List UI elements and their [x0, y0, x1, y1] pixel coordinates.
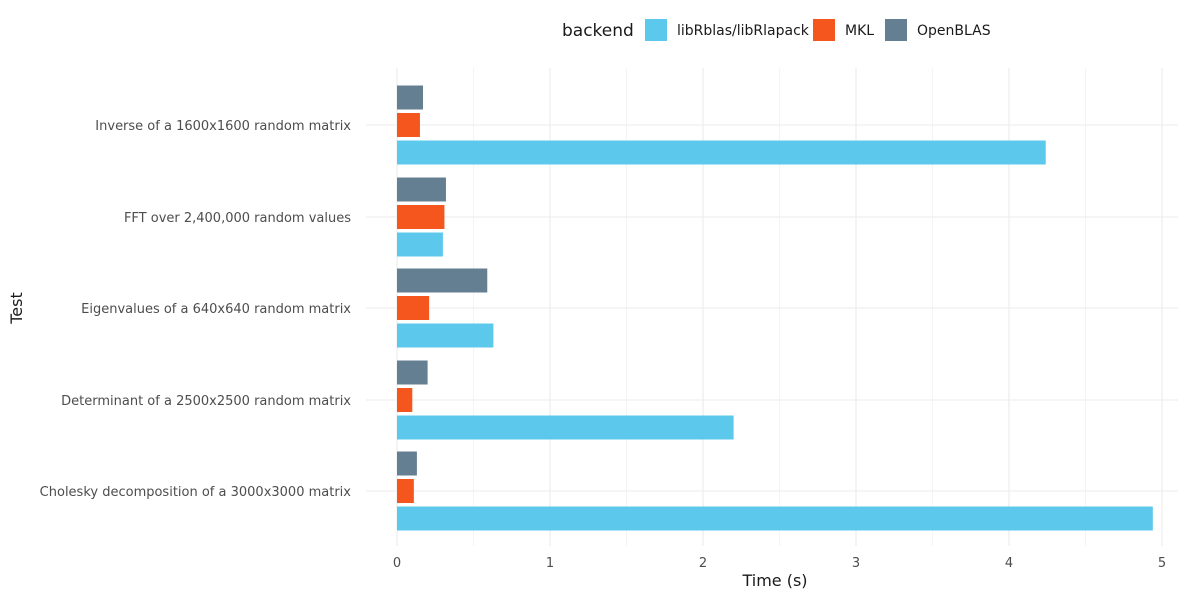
x-tick-label: 5 — [1158, 556, 1166, 571]
y-axis-title: Test — [7, 292, 26, 325]
bar-librblas-librlapack — [397, 506, 1153, 531]
bar-mkl — [397, 388, 413, 412]
bar-librblas-librlapack — [397, 415, 734, 440]
x-tick-label: 0 — [393, 556, 401, 571]
y-tick-label: FFT over 2,400,000 random values — [124, 211, 351, 226]
y-tick-label: Determinant of a 2500x2500 random matrix — [61, 394, 351, 409]
legend-key-openblas — [885, 19, 907, 41]
bar-mkl — [397, 113, 420, 137]
bar-openblas — [397, 360, 428, 385]
y-tick-label: Eigenvalues of a 640x640 random matrix — [81, 302, 351, 317]
x-tick-label: 1 — [546, 556, 554, 571]
legend-title: backend — [562, 21, 634, 41]
x-tick-label: 4 — [1005, 556, 1013, 571]
legend-key-mkl — [813, 19, 835, 41]
bar-openblas — [397, 85, 424, 110]
bar-layer — [397, 85, 1153, 531]
bar-openblas — [397, 177, 446, 202]
legend-label-mkl: MKL — [845, 23, 874, 39]
y-tick-label: Inverse of a 1600x1600 random matrix — [95, 119, 351, 134]
bar-mkl — [397, 296, 430, 320]
x-tick-label: 2 — [699, 556, 707, 571]
bar-openblas — [397, 451, 417, 476]
grid-layer — [366, 68, 1178, 546]
x-tick-label: 3 — [852, 556, 860, 571]
legend-label-librblas: libRblas/libRlapack — [677, 23, 810, 39]
bar-librblas-librlapack — [397, 140, 1046, 165]
bar-librblas-librlapack — [397, 323, 494, 348]
bar-mkl — [397, 205, 445, 229]
y-tick-label: Cholesky decomposition of a 3000x3000 ma… — [40, 485, 352, 500]
x-axis-title: Time (s) — [741, 571, 807, 590]
legend-key-librblas — [645, 19, 667, 41]
legend: backend libRblas/libRlapack MKL OpenBLAS — [562, 19, 991, 41]
bar-openblas — [397, 268, 488, 293]
legend-label-openblas: OpenBLAS — [917, 23, 991, 39]
tick-layer: 0 1 2 3 4 5 Inverse of a 1600x1600 random matr… — [40, 119, 1166, 571]
bar-mkl — [397, 479, 414, 503]
bar-librblas-librlapack — [397, 232, 443, 257]
